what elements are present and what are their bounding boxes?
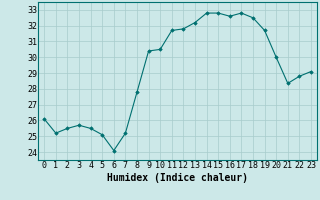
X-axis label: Humidex (Indice chaleur): Humidex (Indice chaleur) [107, 173, 248, 183]
